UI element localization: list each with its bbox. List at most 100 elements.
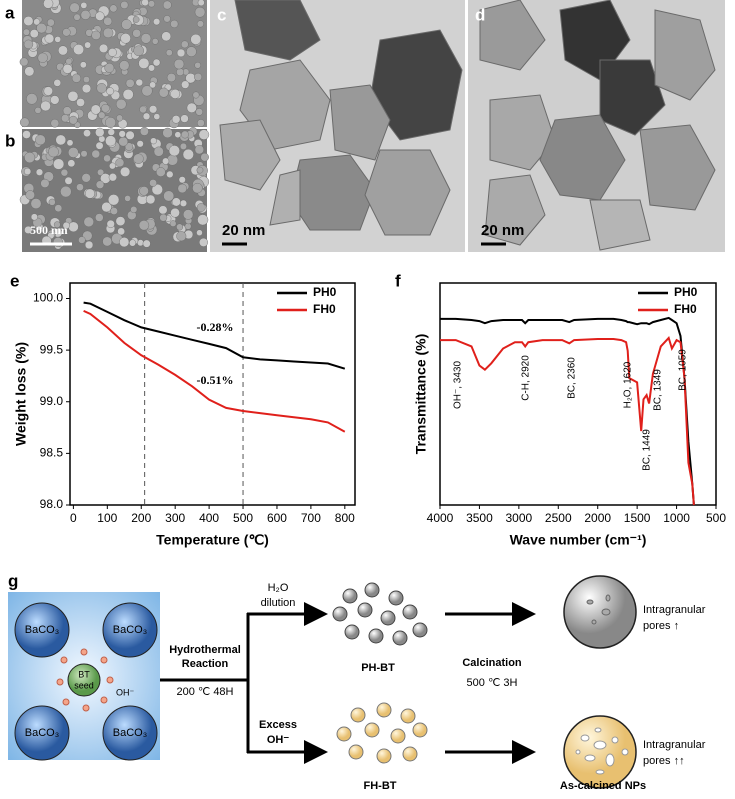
sem-grain [170,207,180,218]
sem-grain [84,240,94,250]
panel-label: c [217,5,226,24]
sem-grain [153,113,161,120]
sem-grain [138,220,150,231]
step-label: Excess [259,719,297,731]
product-label: PH-BT [361,662,395,674]
sem-grain [44,33,55,44]
sem-grain [103,154,111,163]
sem-grain [78,236,86,244]
particle-label: BaCO₃ [25,624,59,636]
sem-grain [129,239,137,247]
sem-grain [53,221,61,228]
sem-grain [162,127,173,139]
sem-grain [62,28,71,37]
annotation: -0.28% [197,320,234,334]
sem-grain [151,38,159,45]
scale-bar-label: 500 nm [30,223,68,237]
x-tick-label: 800 [335,511,355,525]
sem-grain [80,2,88,9]
sem-grain [23,39,34,49]
sem-grain [149,105,158,114]
sem-grain [181,130,189,139]
sem-grain [171,115,181,124]
sem-grain [119,60,130,71]
sem-grain [46,18,55,27]
sem-grain [174,131,182,138]
sem-grain [194,6,206,18]
x-tick-label: 700 [301,511,321,525]
annotation: BC, 1349 [653,369,664,411]
sem-grain [43,86,53,96]
sem-grain [200,152,209,162]
sem-grain [176,231,187,242]
sem-grain [37,52,48,63]
sem-grain [177,183,187,194]
panel-label: e [10,271,19,290]
sem-grain [103,16,113,26]
sem-grain [50,118,60,128]
sem-grain [199,237,209,247]
scale-bar-label: 20 nm [222,222,265,239]
plot-frame [439,282,717,506]
calcined-particles [563,575,637,789]
sem-grain [29,29,39,39]
sem-grain [132,28,141,38]
sem-grain [133,45,144,57]
sem-grain [198,129,210,140]
sem-grain [106,87,114,96]
sem-grain [182,148,194,161]
y-tick-label: 100.0 [33,291,63,305]
sem-grain [98,111,106,119]
sem-grain [96,83,107,94]
sem-grain [91,149,101,159]
sem-grain [178,176,186,184]
sem-grain [176,48,186,58]
sem-grain [132,16,140,23]
sem-grain [171,197,181,207]
sem-grain [192,91,200,99]
sem-grain [36,22,47,34]
sem-grain [196,229,203,236]
sem-grain [54,204,63,213]
sem-grain [80,150,88,158]
annotation: C-H, 2920 [521,355,532,401]
sem-grain [19,57,29,67]
note: Intragranular [643,739,706,751]
note: pores ↑ [643,620,679,632]
sem-grain [148,64,155,72]
scale-bar-label: 20 nm [481,222,524,239]
sem-grain [119,237,130,248]
sem-grain [118,130,126,138]
sem-grain [40,178,50,188]
x-axis-title: Wave number (cm⁻¹) [510,532,647,548]
x-tick-label: 200 [131,511,151,525]
sem-grain [186,46,197,57]
sem-grain [196,119,205,127]
sem-grain [181,80,190,89]
sem-grain [102,236,113,247]
sem-grain [69,2,80,13]
micrographs: a b c d 500 nm 20 nm 20 nm [5,0,725,252]
sem-grain [76,98,85,107]
data-line [440,316,695,506]
sem-grain [139,186,149,196]
sem-grain [163,190,175,202]
sem-grain [194,61,201,69]
sem-grain [35,168,44,176]
seed-label: seed [74,680,94,690]
legend-label: FH0 [674,302,697,316]
sem-grain [109,4,118,13]
sem-grain [40,100,51,112]
sem-grain [158,87,169,98]
x-tick-label: 600 [267,511,287,525]
sem-grain [101,201,112,213]
sem-grain [162,0,172,10]
sem-grain [170,19,179,29]
sem-grain [141,85,153,97]
sem-grain [194,72,203,81]
ion-label: OH⁻ [116,687,135,697]
sem-grain [23,16,34,26]
sem-grain [53,79,62,87]
sem-grain [84,41,92,49]
x-tick-label: 500 [706,511,726,525]
